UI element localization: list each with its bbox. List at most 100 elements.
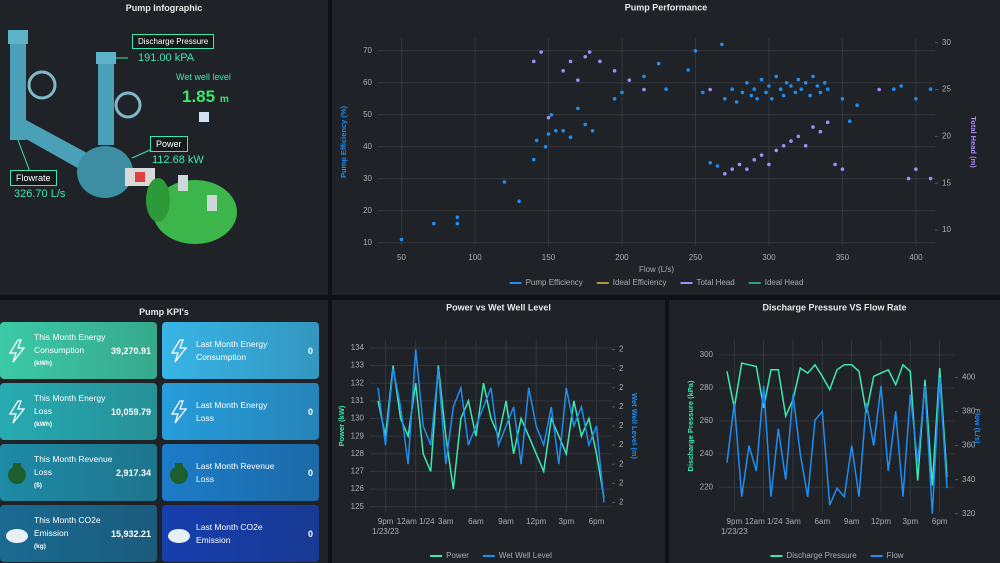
y-tick-label: 126 — [351, 484, 365, 493]
legend-label: Total Head — [696, 278, 734, 287]
scatter-point — [774, 148, 779, 153]
x-tick-label-box: 9am — [843, 517, 860, 526]
scatter-point — [642, 87, 646, 92]
scatter-point — [745, 167, 749, 171]
line-series — [377, 349, 605, 503]
y2-tick-label: 2 — [619, 478, 624, 487]
x-tick-label: 6pm — [931, 517, 948, 526]
scatter-point — [737, 162, 742, 167]
scatter-point — [781, 143, 786, 148]
x-tick-label-box: 3pm — [903, 517, 919, 526]
kpi-card: Last Month Revenue Loss 0 — [162, 444, 319, 501]
y-tick-label: 260 — [700, 416, 714, 425]
x-tick-label: 12pm — [526, 517, 547, 526]
valve-wheel — [27, 70, 57, 100]
y-tick-label: 10 — [363, 238, 372, 247]
x-tick-label-box: 3am — [785, 517, 801, 526]
y-tick-label: 280 — [700, 383, 714, 392]
chart-title: Power vs Wet Well Level — [446, 302, 551, 312]
scatter-point — [752, 158, 757, 162]
scatter-point — [730, 87, 734, 91]
scatter-point — [720, 42, 724, 47]
kpi-text: This Month Energy Loss (kWh) — [34, 383, 116, 440]
x-tick-label: 3am — [438, 517, 454, 526]
kpi-card: This Month CO2e Emission (kg) 15,932.21 — [0, 505, 157, 562]
unit: L/s — [50, 188, 66, 200]
kpi-label: Last Month CO2e Emission — [196, 521, 263, 545]
x-tick-label-box: 9pm 1/23/23 — [372, 517, 399, 536]
x-tick-label: 9am — [843, 517, 860, 526]
y-tick-label: 131 — [351, 396, 365, 405]
y-tick-label: 30 — [363, 174, 372, 183]
chart: Discharge Pressure VS Flow Rate 220 240 260… — [686, 302, 982, 560]
scatter-point — [818, 90, 823, 95]
unit: kPA — [174, 52, 195, 64]
legend: Power Wet Well Level — [430, 551, 552, 560]
kpi-panel: Pump KPI's This Month Energy Consumption… — [0, 300, 328, 563]
scatter-point — [796, 77, 801, 82]
scatter-point — [914, 97, 918, 101]
x-tick-label-box: 3am — [438, 517, 454, 526]
x-tick-label: 3pm — [558, 517, 575, 526]
scatter-point — [723, 97, 727, 101]
value: 112.68 — [152, 154, 185, 166]
x-tick-label-box: 6pm — [931, 517, 948, 526]
kpi-unit: (kg) — [34, 543, 46, 550]
x-tick-label: 9am — [498, 517, 514, 526]
scatter-point — [432, 221, 436, 226]
bolt-icon — [8, 339, 26, 363]
y2-tick-label: 2 — [619, 459, 624, 468]
scatter-point — [745, 81, 749, 85]
y-tick-label: 60 — [363, 78, 372, 87]
scatter-point — [855, 103, 859, 107]
x-tick-label-box: 9pm 1/23/23 — [721, 517, 748, 536]
x-tick-label-box: 12pm — [871, 517, 891, 526]
kpi-text: Last Month Energy Loss — [196, 383, 278, 440]
kpi-icon — [168, 529, 190, 543]
x-tick-label-box: 12am 1/24 — [745, 517, 783, 526]
scatter-point — [877, 87, 881, 92]
y2-tick-label: 20 — [942, 131, 951, 140]
scatter-point — [833, 162, 837, 167]
scatter-point — [815, 84, 820, 88]
scatter-point — [708, 161, 712, 165]
flow-reading: 326.70 L/s — [14, 188, 65, 200]
line-series — [726, 377, 948, 514]
y2-tick-label: 10 — [942, 225, 951, 234]
flange — [8, 30, 28, 44]
power-label: Power — [150, 136, 188, 152]
y2-tick-label: 400 — [962, 373, 976, 382]
scatter-point — [767, 84, 771, 88]
y-tick-label: 20 — [363, 206, 372, 215]
scatter-point — [561, 129, 565, 133]
scatter-point — [546, 132, 551, 136]
y2-tick-label: 2 — [619, 421, 624, 430]
kpi-label: Last Month Revenue Loss — [196, 460, 275, 484]
unit: m — [219, 94, 229, 105]
pressure-panel: Discharge Pressure VS Flow Rate 220 240 260… — [669, 300, 1000, 563]
kpi-card: This Month Energy Consumption (kWh) 39,270… — [0, 322, 157, 379]
scatter-point — [799, 87, 804, 91]
scatter-point — [576, 106, 580, 111]
scatter-point — [531, 157, 536, 162]
y-tick-label: 129 — [351, 431, 365, 440]
y2-tick-label: 320 — [962, 509, 976, 518]
y2-tick-label: 2 — [619, 440, 624, 449]
legend-label: Ideal Head — [765, 278, 804, 287]
legend: Discharge Pressure Flow — [770, 551, 904, 560]
scatter-point — [914, 167, 918, 171]
scatter-point — [693, 49, 698, 53]
x-tick-label: 9pm 1/23/23 — [372, 517, 399, 536]
cloud-icon — [168, 529, 190, 543]
kpi-unit: (kWh) — [34, 360, 53, 367]
kpi-icon — [170, 400, 188, 424]
x-tick-label: 6am — [468, 517, 484, 526]
kpi-icon — [8, 463, 26, 484]
scatter-point — [590, 129, 595, 133]
x-tick-label: 250 — [689, 253, 703, 262]
scatter-point — [612, 68, 617, 73]
unit: kW — [187, 154, 204, 166]
x-tick-label-box: 12am 1/24 — [397, 517, 435, 526]
x-tick-label: 300 — [762, 253, 776, 262]
